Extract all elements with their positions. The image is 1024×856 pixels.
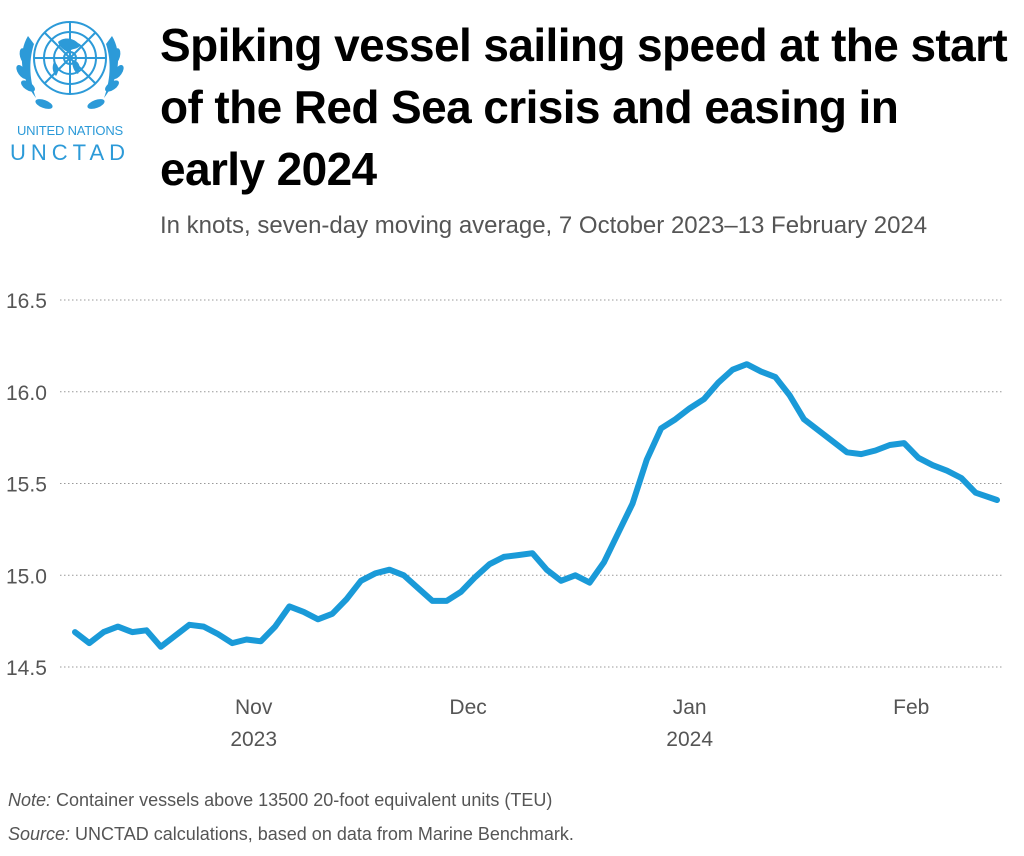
logo-agency-name: UNCTAD [9,140,131,165]
line-chart: 14.5 15.0 15.5 16.0 16.5 Nov 2023 Dec Jan 2024 Fe… [6,290,1004,751]
x-tick-label: Jan [673,696,707,719]
series-line-sailing-speed [72,361,1000,650]
x-tick-sublabel: 2024 [666,728,713,751]
unctad-logo: UNITED NATIONS UNCTAD [6,6,134,166]
source-text: UNCTAD calculations, based on data from … [70,824,574,844]
un-emblem-icon [16,21,124,109]
y-tick-label: 15.5 [6,474,47,497]
x-tick-label: Nov [235,696,273,719]
chart-note: Note: Container vessels above 13500 20-f… [8,790,552,811]
x-tick-sublabel: 2023 [230,728,277,751]
logo-org-name: UNITED NATIONS [16,123,124,138]
y-tick-label: 16.0 [6,382,47,405]
chart-title: Spiking vessel sailing speed at the star… [160,19,1008,195]
gridlines [60,299,1004,668]
note-label: Note: [8,790,52,810]
x-tick-label: Feb [893,696,929,719]
chart-source: Source: UNCTAD calculations, based on da… [8,824,574,845]
source-label: Source: [8,824,71,844]
y-axis-tick-labels: 14.5 15.0 15.5 16.0 16.5 [6,290,47,680]
y-tick-label: 15.0 [6,565,47,588]
y-tick-label: 16.5 [6,290,47,313]
note-text: Container vessels above 13500 20-foot eq… [51,790,553,810]
x-tick-label: Dec [449,696,486,719]
y-tick-label: 14.5 [6,657,47,680]
chart-subtitle: In knots, seven-day moving average, 7 Oc… [160,212,928,239]
x-axis-tick-labels: Nov 2023 Dec Jan 2024 Feb [230,696,929,751]
